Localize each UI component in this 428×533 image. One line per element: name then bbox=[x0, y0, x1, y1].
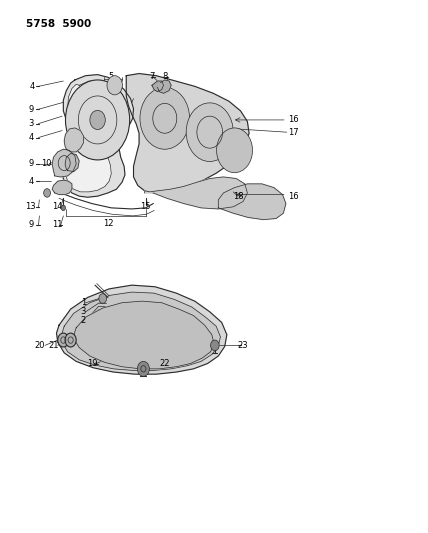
Polygon shape bbox=[52, 180, 72, 195]
Polygon shape bbox=[66, 81, 123, 192]
Polygon shape bbox=[152, 81, 163, 92]
Text: 16: 16 bbox=[288, 192, 298, 200]
Text: 3: 3 bbox=[28, 119, 33, 128]
Text: 2: 2 bbox=[81, 317, 86, 325]
Circle shape bbox=[61, 205, 65, 211]
Text: 15: 15 bbox=[140, 203, 151, 211]
Circle shape bbox=[186, 103, 233, 161]
Polygon shape bbox=[74, 301, 214, 369]
Text: 11: 11 bbox=[53, 221, 63, 229]
Polygon shape bbox=[65, 154, 79, 172]
Circle shape bbox=[107, 76, 122, 95]
Polygon shape bbox=[64, 128, 83, 152]
Text: 9: 9 bbox=[28, 105, 33, 114]
Circle shape bbox=[65, 80, 130, 160]
Text: 18: 18 bbox=[234, 192, 244, 200]
Text: 12: 12 bbox=[103, 219, 113, 228]
Text: 4: 4 bbox=[30, 82, 35, 91]
Text: 19: 19 bbox=[87, 359, 97, 368]
Polygon shape bbox=[62, 292, 220, 370]
Polygon shape bbox=[218, 184, 286, 220]
Text: 5758  5900: 5758 5900 bbox=[26, 19, 91, 29]
Circle shape bbox=[65, 333, 76, 347]
Circle shape bbox=[217, 128, 253, 173]
Polygon shape bbox=[56, 285, 227, 374]
Text: 21: 21 bbox=[48, 341, 59, 350]
Text: 4: 4 bbox=[28, 177, 33, 185]
Text: 13: 13 bbox=[26, 203, 36, 211]
Text: 22: 22 bbox=[160, 359, 170, 368]
Circle shape bbox=[211, 340, 219, 351]
Circle shape bbox=[58, 333, 69, 347]
Text: 6: 6 bbox=[96, 85, 101, 94]
Text: 17: 17 bbox=[288, 128, 298, 136]
Circle shape bbox=[140, 87, 190, 149]
Text: 9: 9 bbox=[28, 221, 33, 229]
Polygon shape bbox=[126, 74, 249, 193]
Text: 5: 5 bbox=[109, 72, 114, 81]
Polygon shape bbox=[52, 149, 76, 177]
Polygon shape bbox=[145, 177, 247, 209]
Text: 3: 3 bbox=[81, 308, 86, 316]
Text: 9: 9 bbox=[28, 159, 33, 168]
Polygon shape bbox=[62, 75, 134, 197]
Text: 8: 8 bbox=[162, 72, 167, 81]
Text: 23: 23 bbox=[238, 341, 248, 350]
Text: 16: 16 bbox=[288, 116, 298, 124]
Circle shape bbox=[90, 110, 105, 130]
Circle shape bbox=[44, 189, 51, 197]
Text: 20: 20 bbox=[34, 341, 45, 350]
Text: 14: 14 bbox=[53, 203, 63, 211]
Circle shape bbox=[99, 294, 107, 303]
Circle shape bbox=[137, 361, 149, 376]
Polygon shape bbox=[158, 80, 171, 93]
Text: 10: 10 bbox=[41, 159, 51, 168]
Text: 1: 1 bbox=[81, 298, 86, 307]
Text: 7: 7 bbox=[149, 72, 155, 81]
Text: 4: 4 bbox=[28, 133, 33, 142]
